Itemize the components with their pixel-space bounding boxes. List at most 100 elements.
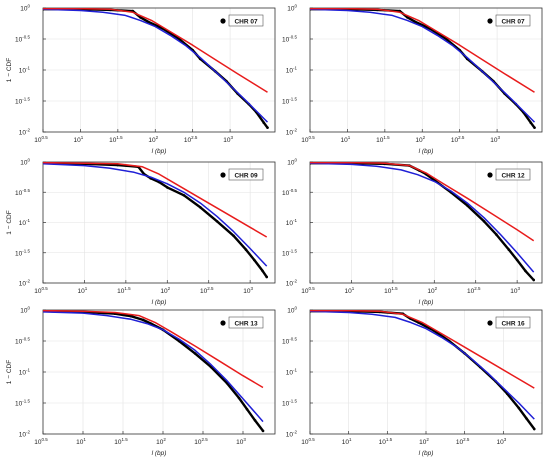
x-tick-exponent: 2	[156, 135, 159, 140]
x-tick-exponent: 0.5	[308, 135, 315, 140]
x-tick-exponent: 3	[497, 135, 500, 140]
y-tick-base: 10	[15, 99, 23, 106]
y-tick-label: 10-1	[19, 368, 31, 377]
x-tick-base: 10	[148, 137, 156, 144]
legend-marker	[487, 18, 493, 24]
legend-marker	[220, 18, 226, 24]
data-point	[532, 427, 536, 431]
plot-area	[310, 162, 536, 282]
y-tick-label: 10-0.5	[282, 188, 297, 197]
y-tick-label: 10-1	[286, 368, 298, 377]
x-tick-base: 10	[200, 288, 208, 295]
empirical-data-series	[310, 162, 535, 282]
data-point	[252, 258, 256, 262]
x-tick-label: 101	[74, 135, 84, 144]
plot-area	[310, 310, 536, 431]
y-tick-label: 100	[287, 4, 297, 13]
y-tick-exponent: -0.5	[22, 35, 30, 40]
y-tick-base: 10	[20, 160, 28, 167]
x-tick-label: 101.5	[384, 286, 398, 295]
y-tick-label: 100	[20, 4, 30, 13]
y-tick-base: 10	[287, 308, 295, 315]
x-tick-base: 10	[301, 439, 309, 446]
x-tick-base: 10	[456, 439, 464, 446]
x-tick-exponent: 2	[426, 437, 429, 442]
data-point	[495, 233, 498, 236]
blue-fit-series	[310, 8, 536, 123]
chart-panel-1: 100.5 101 101.5 102 102.5 10310010-0.510-110-…	[6, 4, 276, 155]
x-tick-base: 10	[243, 288, 251, 295]
y-tick-base: 10	[286, 432, 294, 439]
x-tick-exponent: 1.5	[121, 437, 128, 442]
x-tick-base: 10	[34, 439, 42, 446]
y-tick-exponent: -1	[293, 368, 297, 373]
x-tick-label: 103	[223, 135, 233, 144]
legend-marker	[220, 172, 226, 178]
x-tick-exponent: 0.5	[41, 135, 48, 140]
blue-fit-series	[310, 310, 535, 420]
chart-panel-4: 100.5 101 101.5 102 102.5 10310010-0.510-110-…	[282, 158, 543, 306]
y-tick-exponent: 0	[294, 4, 297, 9]
legend-label: CHR 16	[501, 320, 525, 327]
x-tick-exponent: 1.5	[383, 135, 390, 140]
y-tick-base: 10	[287, 6, 295, 13]
x-tick-label: 101.5	[379, 437, 393, 446]
empirical-data-series	[43, 162, 268, 279]
x-tick-base: 10	[109, 137, 117, 144]
x-tick-base: 10	[160, 288, 168, 295]
y-tick-exponent: 0	[27, 4, 30, 9]
x-tick-base: 10	[341, 137, 349, 144]
empirical-data-series	[43, 310, 265, 433]
y-tick-label: 10-0.5	[15, 35, 30, 44]
x-tick-base: 10	[342, 439, 350, 446]
x-tick-label: 100.5	[34, 286, 48, 295]
x-tick-base: 10	[194, 439, 202, 446]
data-point	[165, 186, 169, 189]
x-tick-base: 10	[301, 288, 309, 295]
y-tick-exponent: -0.5	[289, 35, 297, 40]
data-point	[532, 278, 536, 282]
red-fit-series	[43, 310, 264, 389]
y-tick-base: 10	[19, 220, 27, 227]
x-tick-label: 100.5	[301, 437, 315, 446]
y-tick-label: 10-1	[286, 66, 298, 75]
legend-label: CHR 07	[501, 18, 525, 25]
y-tick-base: 10	[15, 37, 23, 44]
legend-box	[495, 316, 531, 329]
x-tick-label: 103	[236, 437, 246, 446]
legend-box	[228, 168, 264, 181]
y-tick-base: 10	[15, 401, 23, 408]
x-tick-label: 103	[510, 286, 520, 295]
x-tick-exponent: 3	[243, 437, 246, 442]
y-tick-exponent: -2	[293, 128, 297, 133]
x-tick-exponent: 2.5	[458, 135, 465, 140]
chart-panel-6: 100.5 101 101.5 102 102.5 10310010-0.510-110-…	[282, 306, 543, 457]
x-tick-label: 100.5	[301, 286, 315, 295]
x-tick-label: 103	[243, 286, 253, 295]
y-tick-base: 10	[282, 250, 290, 257]
x-tick-exponent: 1	[349, 437, 352, 442]
x-tick-exponent: 1.5	[386, 437, 393, 442]
y-tick-exponent: -1.5	[289, 97, 297, 102]
data-point	[232, 234, 235, 238]
data-point	[262, 121, 266, 124]
x-tick-exponent: 3	[504, 437, 507, 442]
y-tick-exponent: 0	[27, 306, 30, 311]
data-point	[261, 429, 265, 433]
legend-box	[228, 316, 264, 329]
legend-marker	[220, 320, 226, 326]
y-tick-exponent: 0	[294, 158, 297, 163]
x-axis-label: l (bp)	[419, 148, 434, 155]
y-tick-base: 10	[282, 37, 290, 44]
y-tick-exponent: -1.5	[22, 399, 30, 404]
x-tick-exponent: 2	[168, 286, 171, 291]
x-tick-exponent: 2.5	[463, 437, 470, 442]
x-tick-label: 103	[496, 437, 506, 446]
x-tick-base: 10	[379, 439, 387, 446]
x-tick-exponent: 2	[423, 135, 426, 140]
y-tick-label: 10-2	[286, 430, 298, 439]
x-tick-base: 10	[419, 439, 427, 446]
y-tick-label: 10-1.5	[15, 97, 30, 106]
y-tick-exponent: -2	[26, 128, 30, 133]
x-tick-base: 10	[34, 288, 42, 295]
